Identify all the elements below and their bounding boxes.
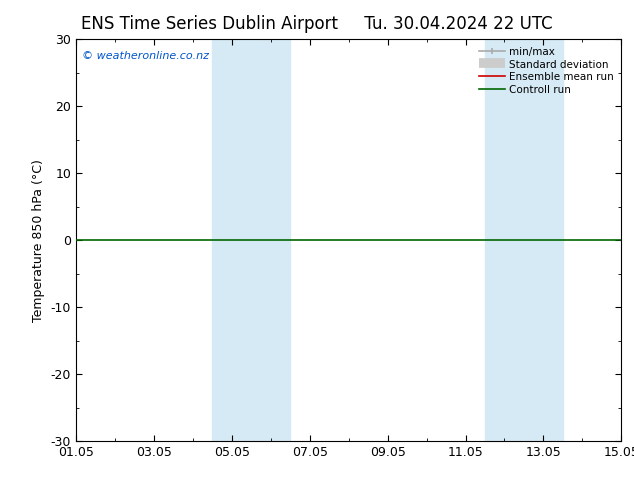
Bar: [485, 39, 563, 441]
Legend: min/max, Standard deviation, Ensemble mean run, Controll run: min/max, Standard deviation, Ensemble me…: [477, 45, 616, 98]
Text: © weatheronline.co.nz: © weatheronline.co.nz: [82, 51, 209, 61]
Bar: [212, 39, 290, 441]
Text: ENS Time Series Dublin Airport     Tu. 30.04.2024 22 UTC: ENS Time Series Dublin Airport Tu. 30.04…: [81, 15, 553, 33]
Y-axis label: Temperature 850 hPa (°C): Temperature 850 hPa (°C): [32, 159, 45, 321]
